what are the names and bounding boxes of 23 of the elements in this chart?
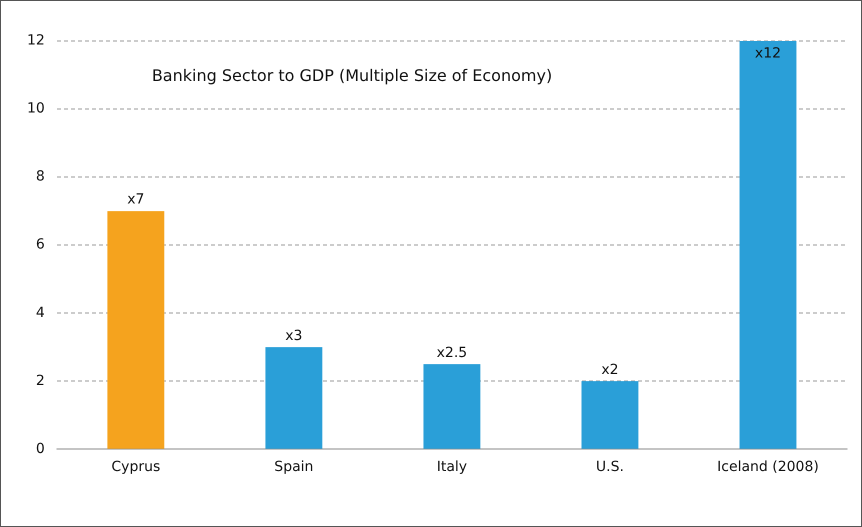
x-tick-label: Iceland (2008) [717,459,819,476]
data-label: x2 [601,362,619,378]
text: Banking Sector to GDP (Multiple Size of Economy) [152,66,552,86]
bar [265,347,322,449]
data-label: x2.5 [436,344,468,361]
x-tick-label: U.S. [596,459,624,476]
y-tick-label: 4 [36,304,45,321]
bar [581,381,638,449]
bar [107,211,164,449]
data-label: x7 [127,192,144,208]
bar [740,41,796,449]
data-label: x12 [754,46,782,62]
y-tick-label: 8 [36,168,45,185]
x-tick-label: Spain [274,459,314,476]
x-tick-label: Italy [436,459,468,476]
x-tick-label: Cyprus [111,459,160,476]
bar [423,364,480,449]
y-tick-label: 10 [26,100,45,117]
y-tick-label: 12 [26,32,45,49]
data-label: x3 [285,328,302,344]
y-tick-label: 0 [36,440,45,457]
y-tick-label: 2 [36,372,45,389]
y-tick-label: 6 [36,236,45,253]
